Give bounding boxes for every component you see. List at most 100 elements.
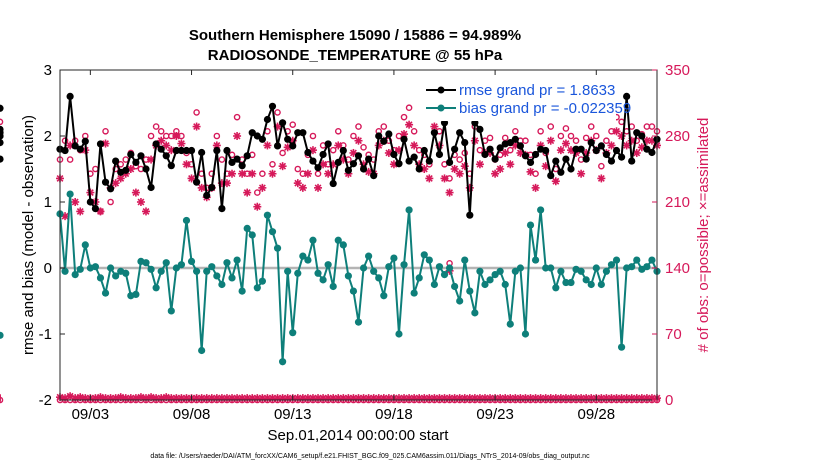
bias-point [496,267,504,275]
bias-point [273,244,282,252]
bias-point [76,265,84,273]
assimilated-point [324,169,333,178]
possible-point [259,170,266,178]
bias-point [506,320,514,328]
rmse-point [218,205,226,213]
bias-point [592,264,600,272]
assimilated-point [445,188,454,197]
rmse-point [400,135,408,143]
rmse-point [420,146,428,155]
rmse-point [142,165,150,173]
bias-point [395,330,403,338]
possible-point [400,113,408,121]
rmse-point [193,178,201,186]
bias-point [81,241,89,249]
assimilated-point [172,132,181,140]
rmse-point [370,172,378,180]
rmse-point [481,150,489,159]
bias-point [182,216,191,225]
assimilated-point [410,141,419,150]
possible-point [152,123,160,130]
y-tick-label: -1 [39,326,52,343]
bias-point [152,284,160,292]
assimilated-point [258,183,267,192]
x-tick-label: 09/13 [274,406,312,423]
assimilated-point [293,179,302,188]
y-right-tick-label: 350 [665,62,690,79]
rmse-point [607,157,616,165]
bias-point [289,329,297,337]
rmse-point [187,146,196,155]
rmse-point [567,165,575,173]
bias-point [440,271,449,279]
assimilated-bottom-point [76,393,85,402]
y-tick-label: 1 [44,194,52,211]
assimilated-point [551,177,560,186]
rmse-point [410,153,418,161]
rmse-point [339,146,347,155]
rmse-point [172,146,180,155]
assimilated-point [425,174,434,183]
bias-point [628,263,636,271]
rmse-point [486,145,494,153]
rmse-point [521,152,530,160]
assimilated-point [303,169,312,178]
rmse-point [177,146,186,155]
rmse-point [461,139,469,147]
rmse-point [334,158,342,166]
bias-point [218,280,226,289]
bias-point [557,267,565,275]
bias-point [597,280,605,289]
y-right-tick-label: 70 [665,326,682,343]
assimilated-point [622,141,631,150]
rmse-point [385,130,393,138]
possible-point [410,127,418,135]
bias-point [258,277,266,285]
possible-point [102,127,109,135]
bias-point [461,256,469,264]
possible-point [486,134,494,142]
bias-point [253,284,261,292]
assimilated-point [546,136,555,145]
y-tick-label: 3 [44,62,52,79]
bias-point [471,309,479,317]
bias-point [648,256,656,264]
bias-point [435,263,444,271]
bias-point [268,228,277,236]
rmse-point [375,132,383,140]
bias-point [228,274,236,282]
bias-point [248,231,256,239]
rmse-point [0,155,4,163]
bias-point [380,292,388,300]
bias-point [451,282,459,291]
bias-point [547,264,555,272]
possible-point [233,113,241,121]
bias-point [344,272,352,280]
possible-point [218,156,226,163]
rmse-point [279,119,287,127]
assimilated-point [142,207,151,216]
rmse-point [284,135,292,143]
bias-point [542,264,550,272]
assimilated-point [314,183,323,192]
bias-point [375,274,383,282]
bias-point [334,236,342,244]
bias-point [617,343,626,351]
bias-point [476,267,484,275]
rmse-point [623,92,631,100]
possible-point [603,137,610,145]
axes-box [59,69,658,401]
bias-point [359,264,368,272]
rmse-point [456,129,464,137]
assimilated-point [405,120,414,129]
possible-point [522,137,529,145]
bias-point [314,269,322,277]
possible-point [274,109,281,116]
rmse-point [157,145,165,153]
rmse-point [395,160,403,168]
assimilated-point [96,207,105,216]
x-tick-label: 09/28 [578,406,616,423]
rmse-point [365,155,373,163]
legend-rmse-label: rmse grand pr = 1.8633 [459,82,615,99]
assimilated-point [607,141,616,150]
